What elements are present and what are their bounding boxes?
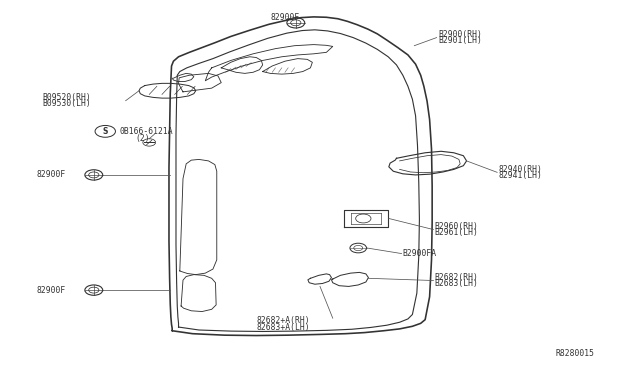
Text: 82682+A(RH): 82682+A(RH) <box>256 316 310 325</box>
Text: 0B166-6121A: 0B166-6121A <box>119 127 173 136</box>
Text: 82900F: 82900F <box>36 170 66 179</box>
Text: B2900FA: B2900FA <box>403 249 437 258</box>
Text: S: S <box>102 127 108 136</box>
Text: (2): (2) <box>135 134 150 142</box>
Text: 82900F: 82900F <box>270 13 300 22</box>
Text: B2960(RH): B2960(RH) <box>435 222 479 231</box>
Text: B09530(LH): B09530(LH) <box>43 99 92 108</box>
Text: B2901(LH): B2901(LH) <box>438 36 482 45</box>
Text: B09520(RH): B09520(RH) <box>43 93 92 102</box>
Text: 82941(LH): 82941(LH) <box>499 171 542 180</box>
Text: 82683+A(LH): 82683+A(LH) <box>256 323 310 331</box>
Text: B2683(LH): B2683(LH) <box>435 279 479 288</box>
Text: 82940(RH): 82940(RH) <box>499 165 542 174</box>
Text: B2682(RH): B2682(RH) <box>435 273 479 282</box>
Text: R8280015: R8280015 <box>556 350 595 359</box>
Text: 82900F: 82900F <box>36 286 66 295</box>
Text: B2900(RH): B2900(RH) <box>438 30 482 39</box>
Text: B2961(LH): B2961(LH) <box>435 228 479 237</box>
